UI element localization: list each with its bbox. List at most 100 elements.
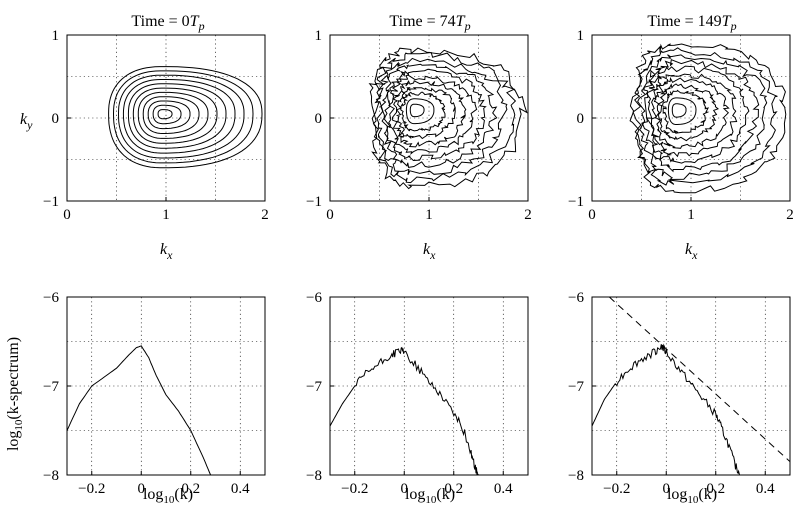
x-tick-label: −0.2 xyxy=(341,481,368,497)
spectrum-panel-time-149: −0.2 0 0.2 0.4 −6 −7 −8 xyxy=(568,290,791,497)
contour-level-2 xyxy=(667,97,697,125)
y-tick-label: −7 xyxy=(43,379,59,395)
grid xyxy=(330,35,528,201)
contour-level-5 xyxy=(391,80,467,148)
contour-level-6 xyxy=(388,74,478,156)
contour-ylabel: ky xyxy=(20,111,33,132)
spectrum-panel-time-0: −0.2 0 0.2 0.4 −6 −7 −8 xyxy=(43,290,266,497)
contour-level-9 xyxy=(117,74,245,159)
x-tick-label: 0.2 xyxy=(706,481,725,497)
y-tick-label: −7 xyxy=(306,379,322,395)
grid xyxy=(330,297,528,475)
contour-level-1 xyxy=(671,103,687,118)
x-tick-label: 0.2 xyxy=(181,481,200,497)
title-panel-3: Time = 149Tp xyxy=(647,13,736,33)
x-tick-label: 0 xyxy=(138,481,146,497)
contour-level-10 xyxy=(112,70,254,164)
x-tick-label: 0.4 xyxy=(756,481,775,497)
contour-level-9 xyxy=(374,57,508,176)
contour-xlabel-2: kx xyxy=(423,241,436,262)
y-tick-label: −6 xyxy=(306,290,322,306)
contour-level-7 xyxy=(383,68,487,162)
x-tick-label: 0.4 xyxy=(494,481,513,497)
x-tick-label: 1 xyxy=(687,207,695,223)
y-tick-label: −8 xyxy=(568,468,584,484)
spectrum-line xyxy=(592,343,741,475)
contour-level-11 xyxy=(629,43,787,194)
x-tick-label: −0.2 xyxy=(78,481,105,497)
y-tick-label: −1 xyxy=(43,194,59,210)
series-group xyxy=(67,345,212,475)
contour-level-7 xyxy=(127,83,227,149)
contour-panel-time-74: 0 1 210−1 xyxy=(306,28,532,223)
spectrum-line xyxy=(67,345,212,475)
contour-level-8 xyxy=(122,79,236,154)
x-tick-label: 2 xyxy=(524,207,532,223)
x-tick-label: 0 xyxy=(401,481,409,497)
reference-slope-line xyxy=(608,297,790,463)
contour-level-8 xyxy=(641,59,760,173)
y-tick-label: −7 xyxy=(568,379,584,395)
title-panel-1: Time = 0Tp xyxy=(131,13,204,33)
contour-panel-time-149: 0 1 210−1 xyxy=(568,28,794,223)
y-tick-label: −6 xyxy=(568,290,584,306)
x-tick-label: 0 xyxy=(326,207,334,223)
x-tick-label: −0.2 xyxy=(603,481,630,497)
x-tick-label: 0.4 xyxy=(231,481,250,497)
y-tick-label: 0 xyxy=(577,111,585,127)
x-tick-label: 0 xyxy=(588,207,596,223)
contour-lines xyxy=(368,47,528,190)
contour-level-5 xyxy=(653,76,730,149)
grid xyxy=(592,297,790,475)
contour-panel-time-0: 0 1 210−1 xyxy=(43,28,269,223)
x-tick-label: 1 xyxy=(425,207,433,223)
contour-level-3 xyxy=(147,100,191,130)
series-group xyxy=(330,346,479,475)
contour-level-6 xyxy=(132,87,218,144)
spectrum-xlabel-1: log10(k) xyxy=(143,486,193,506)
y-tick-label: −8 xyxy=(306,468,322,484)
y-tick-label: −1 xyxy=(568,194,584,210)
contour-level-1 xyxy=(157,109,173,120)
contour-xlabel-1: kx xyxy=(160,241,173,262)
contour-level-10 xyxy=(371,51,517,184)
y-tick-label: −6 xyxy=(43,290,59,306)
contour-level-3 xyxy=(399,91,446,132)
contour-level-3 xyxy=(662,89,710,134)
series-group xyxy=(592,297,790,475)
x-tick-label: 0.2 xyxy=(444,481,463,497)
contour-level-11 xyxy=(368,47,528,190)
y-tick-label: −8 xyxy=(43,468,59,484)
contour-lines xyxy=(629,43,787,194)
contour-level-1 xyxy=(409,103,425,118)
x-tick-label: 1 xyxy=(162,207,170,223)
contour-level-6 xyxy=(650,73,738,158)
x-tick-label: 0 xyxy=(63,207,71,223)
spectrum-panel-time-74: −0.2 0 0.2 0.4 −6 −7 −8 xyxy=(306,290,529,497)
spectrum-xlabel-3: log10(k) xyxy=(667,486,717,506)
y-tick-label: −1 xyxy=(306,194,322,210)
contour-level-7 xyxy=(645,65,750,164)
contour-level-2 xyxy=(405,98,435,125)
contour-xlabel-3: kx xyxy=(685,241,698,262)
grid xyxy=(592,35,790,201)
contour-level-4 xyxy=(142,96,200,134)
contour-level-4 xyxy=(395,87,456,140)
y-tick-label: 0 xyxy=(52,111,60,127)
grid xyxy=(67,297,265,475)
contour-level-11 xyxy=(108,66,263,169)
y-tick-label: 0 xyxy=(315,111,323,127)
contour-level-2 xyxy=(152,104,182,125)
x-tick-label: 0 xyxy=(663,481,671,497)
spectrum-xlabel-2: log10(k) xyxy=(405,486,455,506)
spectrum-ylabel: log10(k-spectrum) xyxy=(5,337,25,451)
x-tick-label: 2 xyxy=(261,207,269,223)
spectrum-line xyxy=(330,346,479,475)
title-panel-2: Time = 74Tp xyxy=(389,13,470,33)
y-tick-label: 1 xyxy=(315,28,323,44)
contour-lines xyxy=(108,66,263,169)
y-tick-label: 1 xyxy=(52,28,60,44)
contour-level-9 xyxy=(637,54,768,181)
contour-level-10 xyxy=(632,47,778,186)
